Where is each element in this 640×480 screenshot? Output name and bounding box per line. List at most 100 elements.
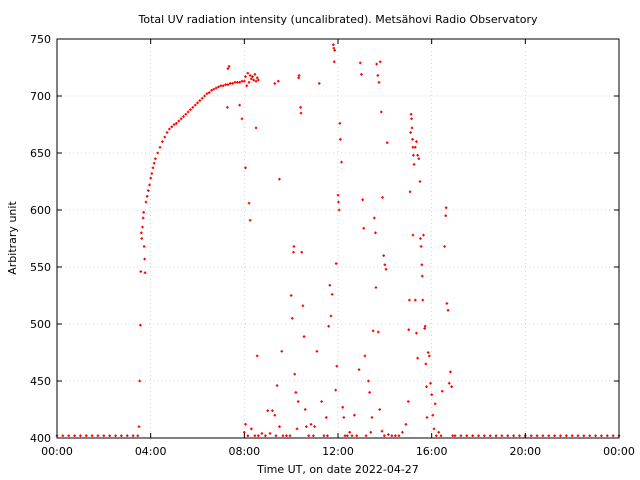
data-point: [413, 146, 417, 149]
data-point: [541, 434, 545, 438]
data-point: [512, 434, 515, 438]
data-point: [449, 370, 452, 374]
data-point: [340, 160, 343, 164]
data-point: [273, 82, 277, 85]
data-point: [67, 434, 71, 438]
data-point: [371, 329, 375, 333]
data-point: [226, 67, 230, 70]
data-point: [145, 195, 149, 198]
data-point: [184, 112, 188, 116]
data-point: [411, 146, 415, 149]
data-point: [79, 434, 82, 438]
data-point: [297, 74, 301, 77]
data-point: [339, 138, 342, 141]
data-point: [376, 330, 380, 334]
data-point: [253, 434, 257, 438]
data-point: [444, 214, 448, 217]
data-point: [148, 183, 151, 187]
data-point: [412, 163, 416, 166]
data-point: [529, 434, 533, 438]
data-point: [418, 180, 422, 183]
data-point: [278, 425, 281, 428]
data-point: [404, 423, 408, 426]
data-point: [417, 157, 421, 160]
data-point: [297, 76, 300, 80]
x-tick-label: 08:00: [228, 445, 260, 458]
data-point: [333, 49, 337, 52]
data-point: [419, 237, 422, 240]
data-point: [300, 250, 304, 254]
data-point: [161, 140, 164, 143]
data-point: [322, 434, 326, 438]
data-point: [260, 432, 264, 435]
data-point: [247, 81, 251, 84]
data-point: [576, 434, 580, 438]
data-point: [374, 286, 378, 289]
data-point: [255, 354, 259, 358]
data-point: [408, 190, 412, 194]
data-point: [96, 434, 100, 438]
data-point: [214, 86, 218, 90]
data-point: [411, 138, 414, 141]
data-point: [253, 73, 257, 76]
data-point: [376, 74, 380, 77]
data-point: [294, 391, 298, 394]
data-point: [375, 62, 378, 66]
data-point: [415, 331, 418, 335]
data-point: [240, 79, 244, 83]
y-tick-label: 600: [30, 204, 51, 217]
data-point: [257, 78, 260, 82]
data-point: [553, 434, 556, 438]
data-point: [419, 245, 423, 248]
data-point: [387, 433, 390, 436]
data-point: [136, 434, 140, 438]
x-tick-label: 00:00: [41, 445, 73, 458]
data-point: [535, 434, 539, 438]
data-point: [244, 75, 247, 78]
data-point: [254, 79, 258, 83]
data-point: [275, 384, 279, 387]
data-point: [335, 364, 339, 368]
data-point: [413, 298, 417, 302]
data-point: [73, 434, 76, 438]
data-point: [274, 434, 278, 438]
data-point: [143, 271, 147, 274]
data-point: [137, 425, 141, 428]
data-point: [483, 434, 486, 438]
data-point: [177, 119, 181, 123]
data-point: [302, 335, 306, 338]
data-point: [243, 79, 246, 83]
data-point: [570, 434, 574, 438]
data-point: [61, 434, 65, 438]
data-point: [193, 103, 197, 107]
data-point: [228, 82, 232, 85]
data-point: [326, 434, 329, 438]
data-point: [338, 122, 342, 125]
data-point: [518, 434, 521, 438]
data-point: [175, 122, 178, 125]
data-point: [278, 177, 281, 181]
data-point: [477, 434, 480, 438]
data-point: [299, 106, 302, 109]
data-point: [369, 431, 373, 434]
y-tick-label: 500: [30, 318, 51, 331]
data-point: [364, 434, 368, 438]
data-point: [84, 434, 88, 438]
data-point: [245, 84, 248, 88]
data-point: [248, 218, 252, 222]
data-point: [409, 131, 412, 134]
data-point: [108, 434, 111, 438]
data-point: [324, 416, 328, 419]
data-point: [172, 123, 176, 126]
data-point: [421, 298, 425, 302]
data-point: [240, 117, 244, 121]
data-point: [233, 81, 237, 84]
data-point: [186, 110, 190, 114]
data-point: [140, 237, 144, 240]
data-point: [293, 372, 296, 376]
data-point: [299, 111, 303, 115]
data-point: [401, 431, 404, 434]
data-point: [383, 434, 386, 438]
data-point: [309, 423, 313, 426]
data-point: [459, 434, 463, 438]
